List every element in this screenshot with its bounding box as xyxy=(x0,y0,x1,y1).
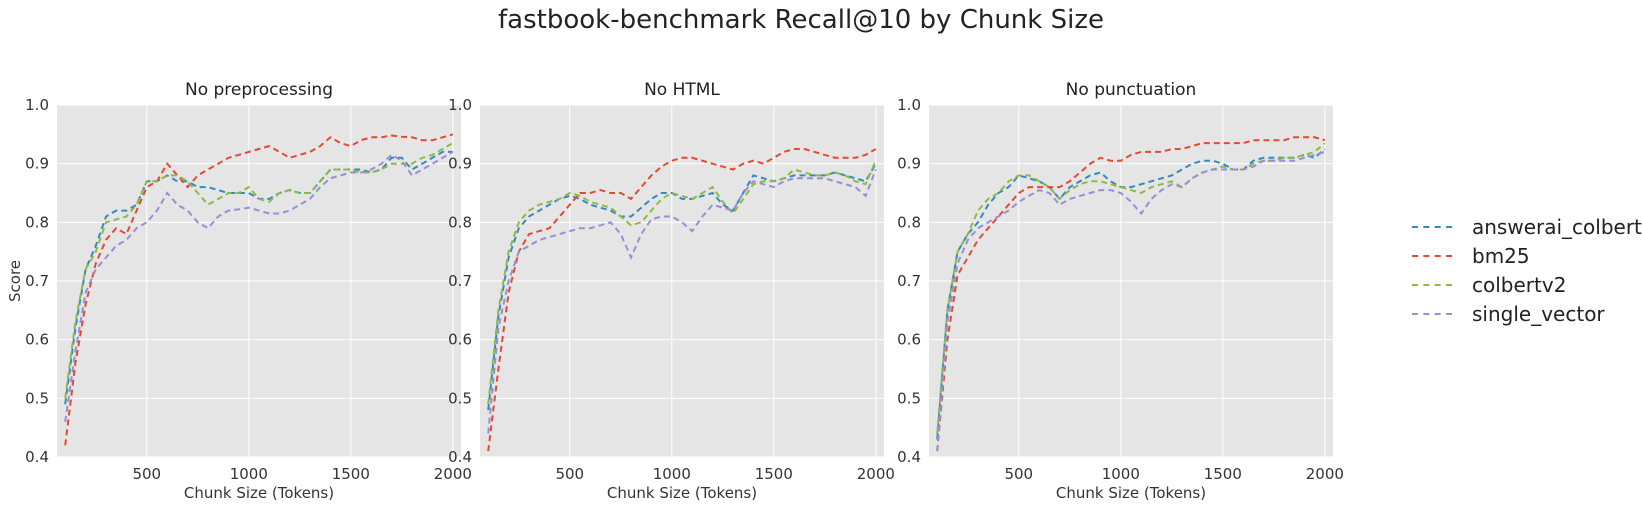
subplot: 500 1000 1500 2000 0.4 0.5 0.6 0.7 0.8 0.9 1.0 No H… xyxy=(448,80,895,502)
series-line-answerai-colbert xyxy=(487,163,877,411)
series-line-colbertv2 xyxy=(487,160,877,405)
series-line-single-vector xyxy=(64,151,454,422)
legend-label: bm25 xyxy=(1472,243,1530,268)
legend-item: answerai_colbert xyxy=(1412,212,1642,241)
y-tick-label: 0.4 xyxy=(897,448,921,466)
x-tick-label: 2000 xyxy=(1306,465,1344,483)
legend-label: answerai_colbert xyxy=(1472,214,1642,239)
x-axis-label: Chunk Size (Tokens) xyxy=(607,484,757,502)
series-line-colbertv2 xyxy=(64,142,454,399)
series-line-single-vector xyxy=(936,150,1326,452)
x-tick-label: 1000 xyxy=(653,465,691,483)
y-tick-label: 0.6 xyxy=(448,331,472,349)
y-tick-label: 0.9 xyxy=(897,155,921,173)
x-tick-label: 2000 xyxy=(857,465,895,483)
y-tick-label: 0.8 xyxy=(25,213,49,231)
x-tick-label: 1500 xyxy=(1204,465,1242,483)
x-tick-label: 1500 xyxy=(755,465,793,483)
y-tick-label: 0.6 xyxy=(25,331,49,349)
series-line-bm25 xyxy=(64,133,454,446)
series-line-bm25 xyxy=(487,148,877,452)
y-tick-label: 0.7 xyxy=(897,272,921,290)
y-tick-label: 0.6 xyxy=(897,331,921,349)
x-tick-label: 2000 xyxy=(434,465,472,483)
legend-label: colbertv2 xyxy=(1472,272,1567,297)
y-tick-label: 0.5 xyxy=(448,389,472,407)
y-tick-label: 0.4 xyxy=(25,448,49,466)
legend-swatch-colbertv2 xyxy=(1412,283,1452,286)
legend-item: colbertv2 xyxy=(1412,270,1642,299)
subplot-title: No punctuation xyxy=(1066,80,1197,100)
y-tick-label: 1.0 xyxy=(448,96,472,114)
legend-label: single_vector xyxy=(1472,301,1605,326)
x-tick-label: 1500 xyxy=(332,465,370,483)
legend-swatch-single-vector xyxy=(1412,312,1452,315)
y-tick-label: 0.9 xyxy=(448,155,472,173)
x-axis-label: Chunk Size (Tokens) xyxy=(1056,484,1206,502)
y-axis-label: Score xyxy=(6,260,24,302)
y-tick-label: 0.5 xyxy=(897,389,921,407)
legend-swatch-bm25 xyxy=(1412,254,1452,257)
x-tick-label: 1000 xyxy=(230,465,268,483)
series-line-single-vector xyxy=(487,169,877,434)
legend-item: bm25 xyxy=(1412,241,1642,270)
x-tick-label: 500 xyxy=(132,465,161,483)
legend-swatch-answerai-colbert xyxy=(1412,225,1452,228)
y-tick-label: 0.4 xyxy=(448,448,472,466)
y-tick-label: 1.0 xyxy=(25,96,49,114)
y-tick-label: 0.7 xyxy=(448,272,472,290)
y-tick-label: 1.0 xyxy=(897,96,921,114)
subplot-title: No preprocessing xyxy=(185,80,333,100)
series-line-answerai-colbert xyxy=(936,148,1326,440)
y-tick-label: 0.7 xyxy=(25,272,49,290)
y-tick-label: 0.9 xyxy=(25,155,49,173)
y-tick-label: 0.5 xyxy=(25,389,49,407)
x-tick-label: 1000 xyxy=(1102,465,1140,483)
x-tick-label: 500 xyxy=(1004,465,1033,483)
chart-suptitle: fastbook-benchmark Recall@10 by Chunk Si… xyxy=(498,5,1104,35)
series-line-bm25 xyxy=(936,136,1326,452)
subplot: 500 1000 1500 2000 0.4 0.5 0.6 0.7 0.8 0.9 1.0 No p… xyxy=(897,80,1344,502)
legend: answerai_colbert bm25 colbertv2 single_v… xyxy=(1412,212,1642,328)
y-tick-label: 0.8 xyxy=(448,213,472,231)
legend-item: single_vector xyxy=(1412,299,1642,328)
x-axis-label: Chunk Size (Tokens) xyxy=(184,484,334,502)
y-tick-label: 0.8 xyxy=(897,213,921,231)
subplot-title: No HTML xyxy=(644,80,720,100)
x-tick-label: 500 xyxy=(555,465,584,483)
